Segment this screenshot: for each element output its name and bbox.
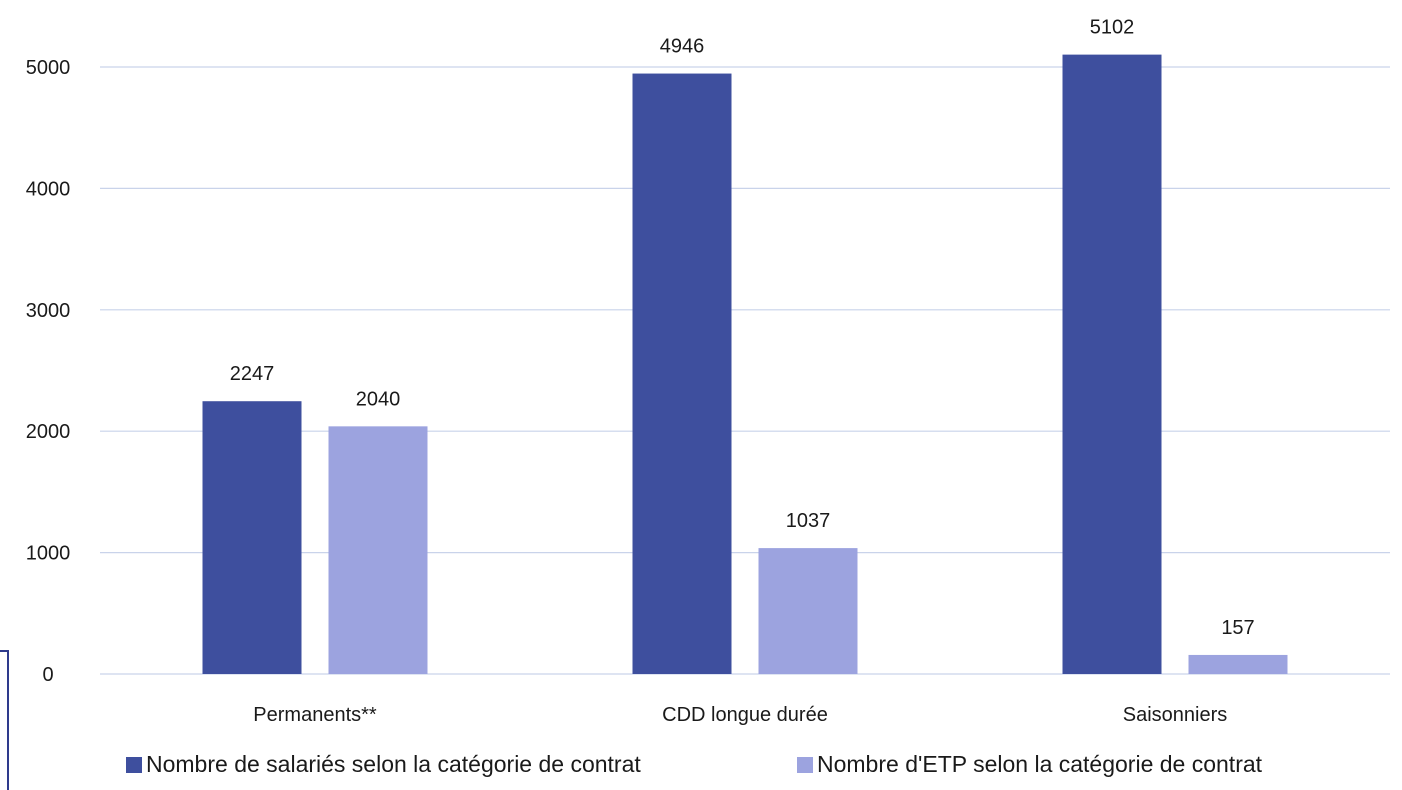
y-tick-label: 0 <box>42 664 53 686</box>
data-label: 5102 <box>1090 17 1135 39</box>
legend-label: Nombre d'ETP selon la catégorie de contr… <box>817 751 1263 777</box>
y-tick-label: 1000 <box>26 543 71 565</box>
data-label: 1037 <box>786 510 831 532</box>
data-label: 2040 <box>356 388 401 410</box>
bar <box>328 426 428 674</box>
category-label: Permanents** <box>253 704 377 726</box>
y-tick-label: 4000 <box>26 178 71 200</box>
y-tick-label: 3000 <box>26 300 71 322</box>
y-tick-label: 5000 <box>26 57 71 79</box>
data-label: 157 <box>1221 617 1254 639</box>
y-tick-label: 2000 <box>26 421 71 443</box>
bar <box>1062 54 1162 675</box>
bar <box>632 73 732 674</box>
bar <box>758 548 858 674</box>
frame-edge <box>0 650 9 790</box>
legend-label: Nombre de salariés selon la catégorie de… <box>146 751 641 777</box>
category-label: Saisonniers <box>1123 704 1228 726</box>
data-label: 2247 <box>230 363 275 385</box>
data-label: 4946 <box>660 36 705 58</box>
bar <box>1188 654 1288 674</box>
legend-swatch <box>797 757 813 773</box>
legend-swatch <box>126 757 142 773</box>
category-label: CDD longue durée <box>662 704 828 726</box>
bar <box>202 401 302 674</box>
